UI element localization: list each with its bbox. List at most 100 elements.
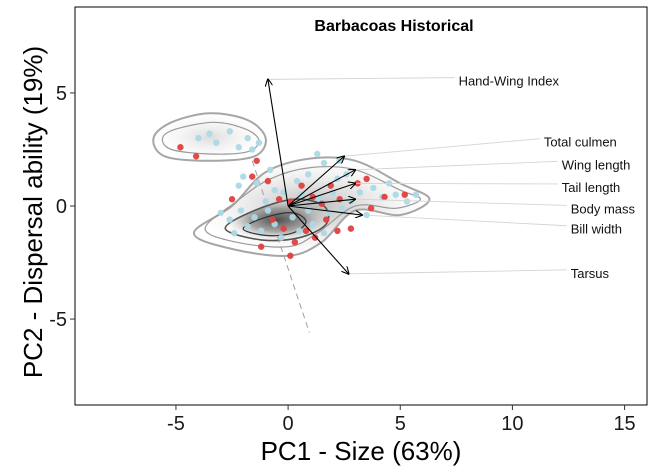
loading-tarsus-label: Tarsus <box>571 266 610 281</box>
x-axis-title: PC1 - Size (63%) <box>261 436 462 466</box>
x-tick-label: -5 <box>167 413 185 435</box>
data-point-series1-26 <box>403 198 411 205</box>
data-point-series1-25 <box>392 191 399 198</box>
data-point-series2-14 <box>381 193 388 201</box>
data-point-series2-26 <box>287 252 294 259</box>
data-point-series1-22 <box>356 189 364 196</box>
data-point-series2-16 <box>249 173 256 180</box>
loading-tarsus-leader <box>348 269 567 275</box>
axis-ticks: -5 0 5 10 15 -5 0 5 <box>49 83 635 435</box>
data-point-series1-8 <box>255 139 263 146</box>
loading-total-culmen-leader <box>344 138 540 157</box>
loading-body-mass-arrow <box>288 199 355 207</box>
data-point-series1-43 <box>217 209 225 216</box>
loading-bill-width-label: Bill width <box>571 222 622 237</box>
x-tick-label: 5 <box>395 413 406 435</box>
data-point-series1-31 <box>251 214 258 221</box>
y-tick-label: -5 <box>49 309 67 331</box>
data-point-series1-23 <box>370 184 377 192</box>
data-point-series1-17 <box>320 159 328 167</box>
chart-title: Barbacoas Historical <box>314 18 473 35</box>
x-tick-label: 0 <box>283 413 294 435</box>
data-point-series2-24 <box>228 196 236 203</box>
loading-vectors: Hand-Wing Index Total culmen Wing length Ta… <box>268 74 636 281</box>
data-point-series1-33 <box>264 207 272 214</box>
y-tick-label: 0 <box>56 196 67 218</box>
data-point-series2-17 <box>269 216 276 223</box>
loading-hand-wing-index-leader <box>267 77 455 80</box>
data-point-series1-29 <box>237 207 245 214</box>
data-point-series1-50 <box>320 229 328 237</box>
data-point-series2-13 <box>363 175 370 183</box>
data-point-series1-12 <box>271 186 278 194</box>
data-point-series1-6 <box>244 134 251 142</box>
data-point-series1-3 <box>213 139 220 146</box>
data-point-series1-35 <box>278 234 285 241</box>
data-point-series2-3 <box>253 157 260 164</box>
data-point-series1-37 <box>296 227 303 235</box>
data-point-series2-19 <box>291 238 299 246</box>
data-point-series1-44 <box>231 229 238 237</box>
density-contour-2 <box>161 121 260 155</box>
loading-tail-length-arrow <box>287 183 355 207</box>
loading-body-mass-label: Body mass <box>571 201 636 216</box>
data-point-series2-28 <box>367 205 375 212</box>
density-contour-6 <box>242 212 307 237</box>
data-point-series1-52 <box>253 180 260 187</box>
data-point-series1-32 <box>257 227 265 235</box>
loading-hand-wing-index-label: Hand-Wing Index <box>459 74 560 89</box>
data-point-series2-18 <box>280 225 287 232</box>
data-point-series1-28 <box>226 216 233 223</box>
data-point-series1-14 <box>293 177 301 185</box>
data-point-series2-25 <box>257 243 265 250</box>
x-tick-label: 10 <box>501 413 523 435</box>
loading-bill-width-arrow <box>288 205 362 215</box>
data-point-series2-1 <box>177 144 184 151</box>
loading-tarsus-arrow <box>287 205 349 274</box>
loading-body-mass-leader <box>355 198 567 206</box>
loading-tail-length-label: Tail length <box>562 180 621 195</box>
data-point-series2-27 <box>347 225 355 232</box>
loading-total-culmen-label: Total culmen <box>544 135 617 150</box>
data-point-series1-11 <box>266 166 274 174</box>
data-point-series1-30 <box>244 223 251 230</box>
loading-wing-length-leader <box>355 160 558 171</box>
data-point-series1-39 <box>309 220 316 228</box>
data-point-series1-9 <box>240 173 247 180</box>
loading-hand-wing-index-arrow <box>268 79 289 207</box>
density-contour-1 <box>152 112 267 162</box>
data-point-series1-4 <box>226 128 233 135</box>
y-axis-title: PC2 - Dispersal ability (19%) <box>18 46 48 378</box>
data-point-series2-23 <box>334 227 341 235</box>
loading-bill-width-leader <box>362 214 567 227</box>
data-point-series1-2 <box>206 130 213 137</box>
data-point-series2-15 <box>401 191 408 198</box>
data-point-series1-15 <box>305 171 312 178</box>
data-point-series2-20 <box>302 227 310 235</box>
data-point-series2-22 <box>323 216 330 223</box>
y-tick-label: 5 <box>56 83 67 105</box>
data-point-series1-10 <box>235 182 242 189</box>
data-point-series1-49 <box>262 198 269 205</box>
data-point-series1-7 <box>249 146 256 153</box>
data-point-series1-42 <box>338 205 346 212</box>
data-point-series1-1 <box>195 134 202 142</box>
data-point-series2-5 <box>275 196 283 203</box>
data-point-series1-5 <box>235 144 242 151</box>
data-point-series2-9 <box>318 200 325 207</box>
loading-tail-length-leader <box>355 182 558 185</box>
loading-wing-length-label: Wing length <box>562 157 631 172</box>
data-point-series1-16 <box>314 150 321 158</box>
dashed-axis-line <box>251 160 310 333</box>
loading-total-culmen-arrow <box>287 156 344 207</box>
loading-wing-length-arrow <box>287 170 355 207</box>
data-point-series1-27 <box>412 191 420 198</box>
data-point-series2-21 <box>311 234 319 241</box>
x-tick-label: 15 <box>613 413 635 435</box>
density-fill-core <box>225 199 329 241</box>
data-point-series2-2 <box>192 153 200 160</box>
data-point-series2-4 <box>264 177 272 185</box>
data-point-series1-36 <box>289 214 296 221</box>
data-point-series2-7 <box>298 182 305 189</box>
